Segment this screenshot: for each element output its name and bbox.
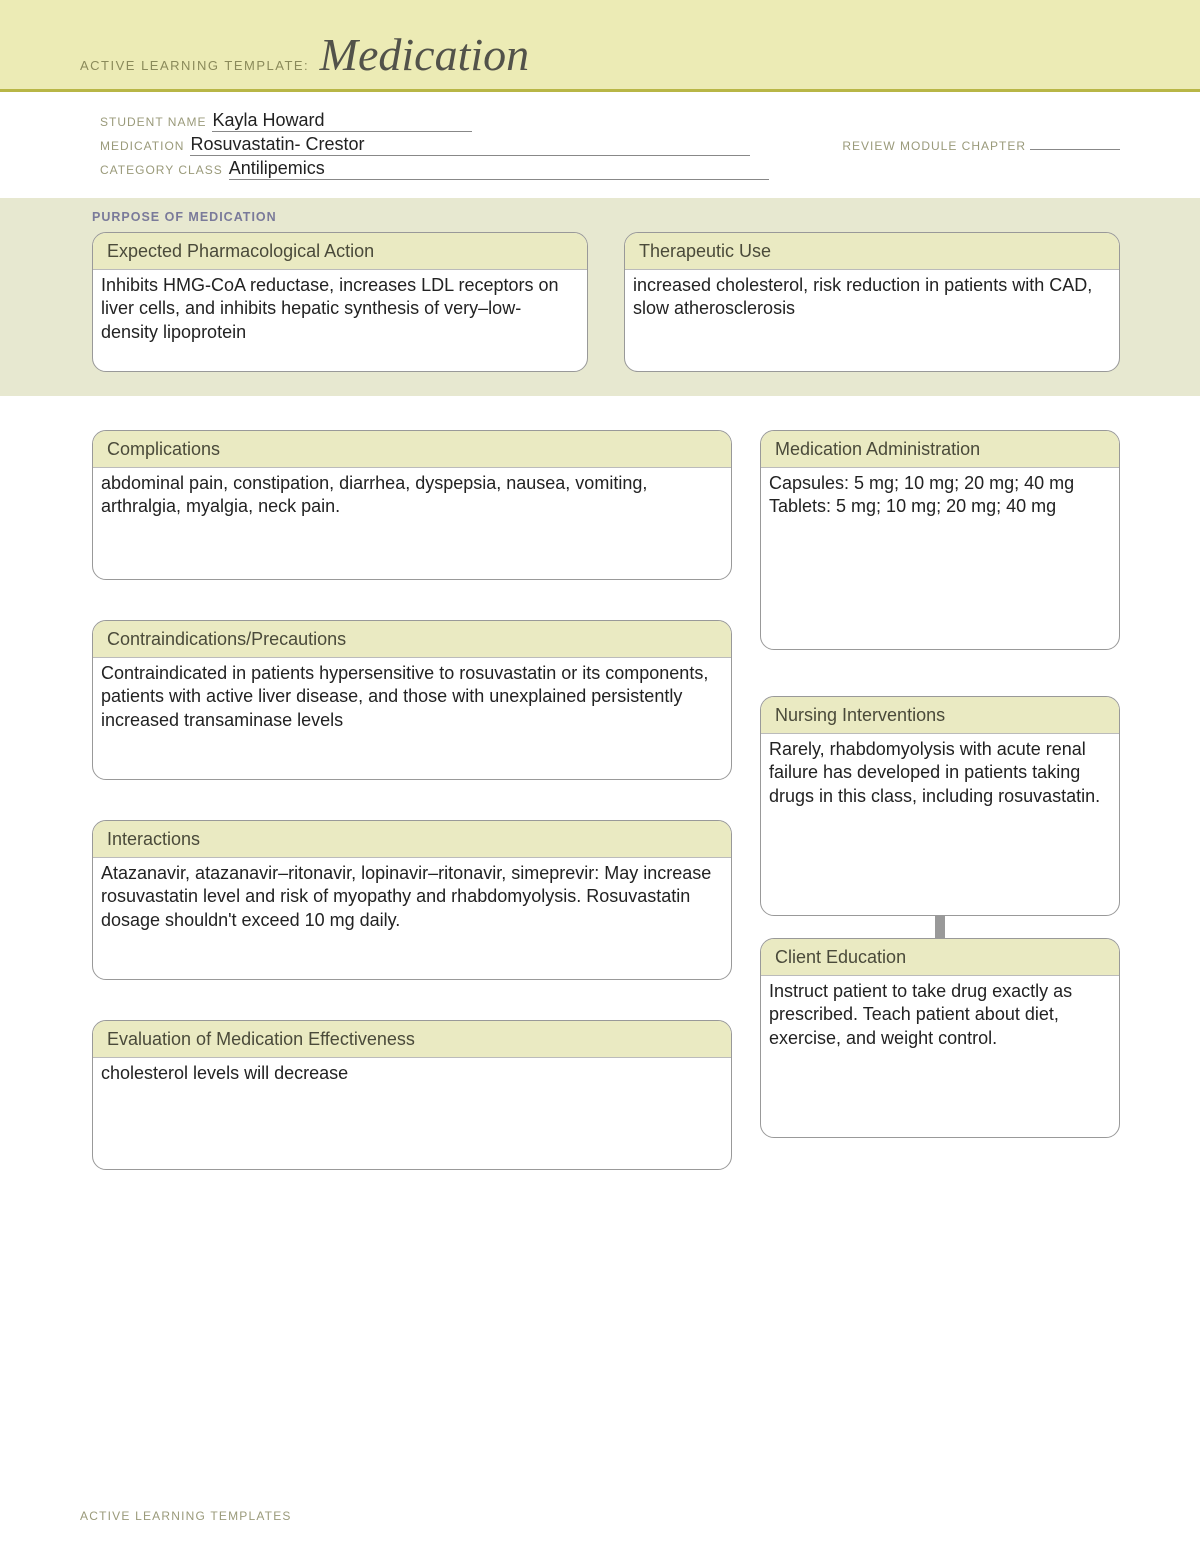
lower-grid: Complications abdominal pain, constipati… [0,396,1200,1170]
card-body: Capsules: 5 mg; 10 mg; 20 mg; 40 mg Tabl… [761,468,1119,649]
card-body: Rarely, rhabdomyolysis with acute renal … [761,734,1119,915]
card-body: Atazanavir, atazanavir–ritonavir, lopina… [93,858,731,979]
card-body: Instruct patient to take drug exactly as… [761,976,1119,1137]
right-column: Medication Administration Capsules: 5 mg… [760,430,1120,1138]
page: ACTIVE LEARNING TEMPLATE: Medication STU… [0,0,1200,1553]
card-evaluation: Evaluation of Medication Effectiveness c… [92,1020,732,1170]
card-therapeutic-use: Therapeutic Use increased cholesterol, r… [624,232,1120,372]
card-header: Interactions [93,821,731,858]
banner-prefix: ACTIVE LEARNING TEMPLATE: [80,58,309,73]
card-header: Complications [93,431,731,468]
connector-line [935,916,945,938]
category-value: Antilipemics [229,158,769,180]
purpose-section: PURPOSE OF MEDICATION Expected Pharmacol… [0,198,1200,396]
card-header: Therapeutic Use [625,233,1119,270]
card-header: Client Education [761,939,1119,976]
banner-title: Medication [320,29,530,80]
card-interactions: Interactions Atazanavir, atazanavir–rito… [92,820,732,980]
left-column: Complications abdominal pain, constipati… [92,430,732,1170]
card-complications: Complications abdominal pain, constipati… [92,430,732,580]
card-header: Medication Administration [761,431,1119,468]
card-administration: Medication Administration Capsules: 5 mg… [760,430,1120,650]
meta-row-category: CATEGORY CLASS Antilipemics [100,158,1120,180]
card-education: Client Education Instruct patient to tak… [760,938,1120,1138]
banner: ACTIVE LEARNING TEMPLATE: Medication [0,0,1200,92]
medication-label: MEDICATION [100,139,184,153]
student-name-value: Kayla Howard [212,110,472,132]
card-header: Evaluation of Medication Effectiveness [93,1021,731,1058]
spacer [760,650,1120,696]
card-header: Contraindications/Precautions [93,621,731,658]
card-nursing: Nursing Interventions Rarely, rhabdomyol… [760,696,1120,916]
review-module-label: REVIEW MODULE CHAPTER [842,139,1026,153]
card-body: Inhibits HMG-CoA reductase, increases LD… [93,270,587,371]
review-module-blank [1030,136,1120,150]
purpose-section-label: PURPOSE OF MEDICATION [0,210,1200,232]
card-header: Nursing Interventions [761,697,1119,734]
card-body: abdominal pain, constipation, diarrhea, … [93,468,731,579]
footer-label: ACTIVE LEARNING TEMPLATES [80,1509,292,1523]
category-label: CATEGORY CLASS [100,163,223,177]
card-body: cholesterol levels will decrease [93,1058,731,1169]
student-name-label: STUDENT NAME [100,115,206,129]
meta-block: STUDENT NAME Kayla Howard MEDICATION Ros… [0,92,1200,198]
meta-row-student: STUDENT NAME Kayla Howard [100,110,1120,132]
card-header: Expected Pharmacological Action [93,233,587,270]
card-pharm-action: Expected Pharmacological Action Inhibits… [92,232,588,372]
card-body: increased cholesterol, risk reduction in… [625,270,1119,371]
meta-row-medication: MEDICATION Rosuvastatin- Crestor REVIEW … [100,134,1120,156]
purpose-grid: Expected Pharmacological Action Inhibits… [0,232,1200,372]
card-contraindications: Contraindications/Precautions Contraindi… [92,620,732,780]
card-body: Contraindicated in patients hypersensiti… [93,658,731,779]
medication-value: Rosuvastatin- Crestor [190,134,750,156]
